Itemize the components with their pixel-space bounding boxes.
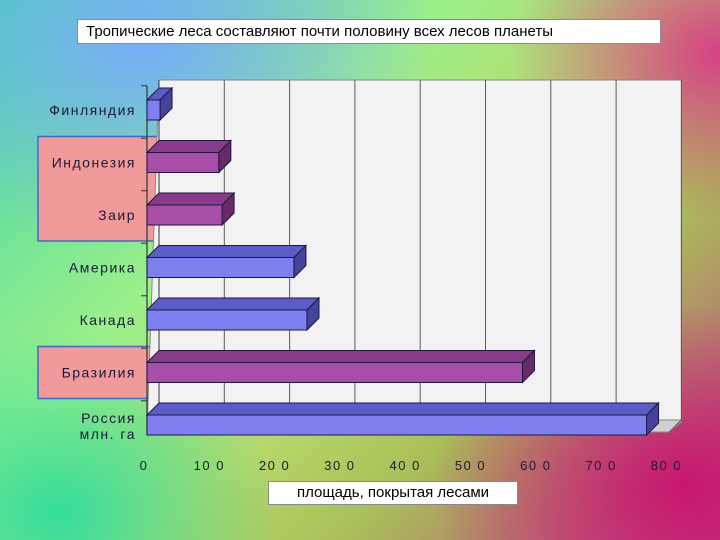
category-label-line: Бразилия: [62, 365, 136, 381]
category-label: Канада: [80, 312, 136, 328]
x-tick-labels: 0 10 0 20 0 30 0 40 0 50 0 60 0 70 0 80 0: [140, 458, 682, 473]
bar: [145, 349, 536, 384]
category-label-line: Америка: [69, 260, 136, 276]
category-labels: Финляндия Индонезия Заир Америка Канада Брази…: [49, 102, 136, 442]
category-label-line: Россия: [81, 410, 136, 426]
category-label: Бразилия: [62, 365, 136, 381]
x-tick-label: 10 0: [194, 458, 225, 473]
bar: [145, 86, 174, 122]
bars-group: [145, 86, 660, 437]
chart-title: Тропические леса составляют почти полови…: [77, 19, 661, 44]
bar-front: [146, 152, 220, 173]
bar: [145, 191, 236, 227]
bar-front: [146, 257, 295, 278]
x-tick-label: 70 0: [585, 458, 616, 473]
bar-front: [146, 414, 648, 436]
category-label: Финляндия: [49, 102, 136, 118]
category-label-line: Индонезия: [52, 155, 136, 171]
category-label-line: млн. га: [80, 426, 136, 442]
bar-top: [145, 402, 660, 416]
x-tick-label: 60 0: [520, 458, 551, 473]
bar: [145, 139, 233, 174]
bar-top: [145, 350, 536, 363]
x-axis-label: площадь, покрытая лесами: [268, 481, 518, 505]
bar-top: [145, 297, 321, 311]
category-label: Россия млн. га: [80, 410, 136, 442]
bar-top: [145, 245, 308, 258]
bar-top: [145, 192, 236, 206]
bar-front: [146, 362, 523, 383]
bar-front: [146, 204, 223, 226]
x-tick-label: 20 0: [259, 458, 290, 473]
category-label-line: Заир: [98, 207, 136, 223]
category-label: Америка: [69, 260, 136, 276]
grid-line-floor: [669, 419, 682, 433]
x-tick-label: 30 0: [324, 458, 355, 473]
bar-front: [146, 99, 161, 121]
x-tick-label: 80 0: [651, 458, 682, 473]
bar: [145, 244, 308, 279]
category-label: Индонезия: [52, 155, 136, 171]
bar: [145, 401, 660, 437]
bar-top: [145, 140, 233, 153]
bar: [145, 296, 321, 332]
x-tick-label: 0: [140, 458, 149, 473]
bar-front: [146, 309, 308, 331]
x-tick-label: 50 0: [455, 458, 486, 473]
x-tick-label: 40 0: [390, 458, 421, 473]
category-label: Заир: [98, 207, 136, 223]
category-label-line: Канада: [80, 312, 136, 328]
category-label-line: Финляндия: [49, 102, 136, 118]
